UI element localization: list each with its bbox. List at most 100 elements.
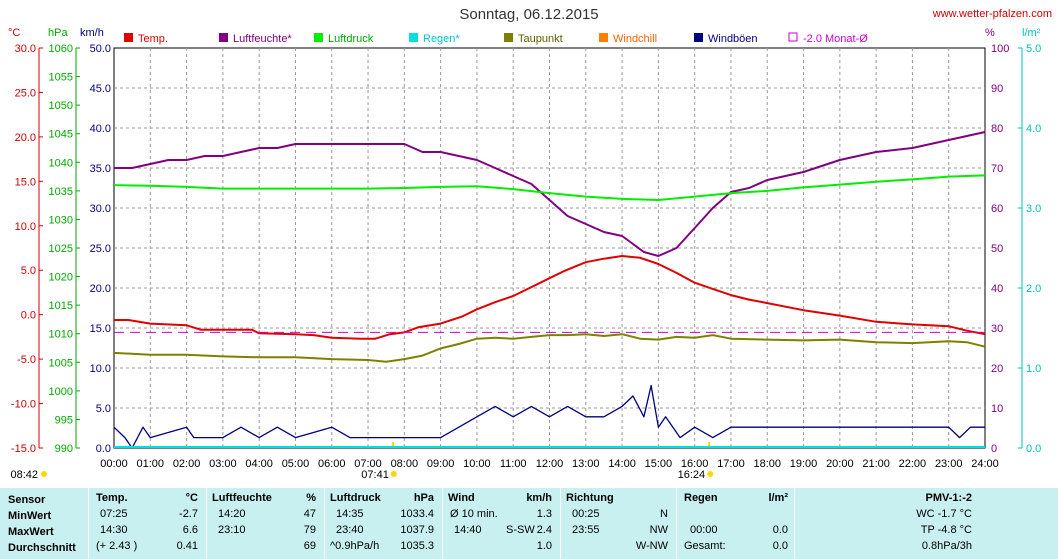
rain-r2-time: 00:00 <box>690 524 718 536</box>
temp-avg-value: 0.41 <box>176 540 198 552</box>
wind-tick-label: 50.0 <box>90 43 111 55</box>
rain-total-value: 0.0 <box>772 540 788 552</box>
series-line-luftdruck <box>113 174 986 201</box>
series-line-taupunkt <box>113 333 986 363</box>
website-link[interactable]: www.wetter-pfalzen.com <box>932 8 1052 20</box>
legend-swatch <box>694 33 703 42</box>
temp-unit-label: °C <box>8 27 20 39</box>
wind-tick-label: 10.0 <box>90 363 111 375</box>
temp-tick-label: -15.0 <box>11 443 36 455</box>
humidity-unit-label: % <box>985 27 995 39</box>
humidity-tick-label: 90 <box>991 83 1003 95</box>
humidity-max-time: 23:10 <box>218 524 246 536</box>
wind-tick-label: 45.0 <box>90 83 111 95</box>
time-tick-label: 03:00 <box>209 458 237 470</box>
time-tick-label: 20:00 <box>826 458 854 470</box>
pmv-column: PMV-1:-2 WC -1.7 °C TP -4.8 °C 0.8hPa/3h <box>796 488 1058 559</box>
sun-marker-label: 07:41 <box>361 469 389 481</box>
direction-title: Richtung <box>566 492 614 504</box>
legend-swatch <box>788 32 798 42</box>
legend-swatch <box>409 33 418 42</box>
time-tick-label: 06:00 <box>318 458 346 470</box>
pmv-dewpoint: TP -4.8 °C <box>920 524 972 536</box>
humidity-tick-label: 100 <box>991 43 1009 55</box>
humidity-tick-label: 70 <box>991 163 1003 175</box>
pressure-tick-label: 990 <box>55 443 73 455</box>
direction-r1-value: N <box>660 508 668 520</box>
pressure-tick-label: 1060 <box>49 43 73 55</box>
temp-max-time: 14:30 <box>100 524 128 536</box>
humidity-tick-label: 40 <box>991 283 1003 295</box>
wind-title: Wind <box>448 492 475 504</box>
direction-r2-time: 23:55 <box>572 524 600 536</box>
temp-tick-label: 15.0 <box>15 176 36 188</box>
divider <box>560 488 561 559</box>
time-tick-label: 19:00 <box>790 458 818 470</box>
time-tick-label: 12:00 <box>536 458 564 470</box>
wind-avg10-label: Ø 10 min. <box>450 508 498 520</box>
pressure-tick-label: 1050 <box>49 100 73 112</box>
wind-column: Wind km/h Ø 10 min. 1.3 14:40 S-SW 2.4 1… <box>444 488 558 559</box>
humidity-tick-label: 50 <box>991 243 1003 255</box>
wind-avg-value: 1.0 <box>536 540 552 552</box>
humidity-title: Luftfeuchte <box>212 492 272 504</box>
pmv-pressure-trend: 0.8hPa/3h <box>921 540 972 552</box>
rain-tick-label: 2.0 <box>1026 283 1041 295</box>
humidity-tick-label: 30 <box>991 323 1003 335</box>
pressure-min-value: 1033.4 <box>400 508 434 520</box>
humidity-tick-label: 80 <box>991 123 1003 135</box>
temp-min-value: -2.7 <box>179 508 198 520</box>
humidity-min-value: 47 <box>303 508 316 520</box>
pressure-tick-label: 995 <box>55 414 73 426</box>
sun-marker-icon <box>707 471 714 477</box>
wind-max-value: 2.4 <box>536 524 552 536</box>
pressure-tick-label: 1045 <box>49 129 73 141</box>
rain-column: Regen l/m² 00:00 0.0 Gesamt: 0.0 <box>678 488 792 559</box>
temp-tick-label: -5.0 <box>17 354 36 366</box>
rain-tick-label: 0.0 <box>1026 443 1041 455</box>
rain-unit: l/m² <box>768 492 788 504</box>
legend-swatch <box>314 33 323 42</box>
legend-swatch <box>219 33 228 42</box>
max-label: MaxWert <box>8 526 54 538</box>
wind-tick-label: 25.0 <box>90 243 111 255</box>
wind-tick-label: 30.0 <box>90 203 111 215</box>
time-tick-label: 04:00 <box>245 458 273 470</box>
time-tick-label: 22:00 <box>899 458 927 470</box>
wind-avg10-value: 1.3 <box>536 508 552 520</box>
rain-tick-label: 4.0 <box>1026 123 1041 135</box>
temp-unit: °C <box>185 492 198 504</box>
temp-column: Temp. °C 07:25 -2.7 14:30 6.6 (+ 2.43 ) … <box>92 488 204 559</box>
pressure-max-value: 1037.9 <box>400 524 434 536</box>
legend-label: Regen* <box>423 33 460 45</box>
pressure-tick-label: 1025 <box>49 243 73 255</box>
wind-tick-label: 40.0 <box>90 123 111 135</box>
min-label: MinWert <box>8 510 52 522</box>
time-tick-label: 10:00 <box>463 458 491 470</box>
pressure-tick-label: 1000 <box>49 386 73 398</box>
series-line-windb-en <box>113 384 985 449</box>
time-tick-label: 18:00 <box>753 458 781 470</box>
divider <box>88 488 89 559</box>
direction-r2-value: NW <box>649 524 668 536</box>
temp-avg-note: (+ 2.43 ) <box>96 540 138 552</box>
pmv-title: PMV-1:-2 <box>925 492 972 504</box>
humidity-tick-label: 20 <box>991 363 1003 375</box>
humidity-min-time: 14:20 <box>218 508 246 520</box>
time-tick-label: 00:00 <box>100 458 128 470</box>
time-tick-label: 01:00 <box>137 458 165 470</box>
direction-r1-time: 00:25 <box>572 508 600 520</box>
wind-tick-label: 20.0 <box>90 283 111 295</box>
sun-marker-label: 16:24 <box>678 469 706 481</box>
page-title: Sonntag, 06.12.2015 <box>459 6 599 23</box>
sensor-column: Sensor MinWert MaxWert Durchschnitt <box>0 488 92 559</box>
legend-label: Luftfeuchte* <box>233 33 292 45</box>
time-tick-label: 07:00 <box>354 458 382 470</box>
rain-tick-label: 1.0 <box>1026 363 1041 375</box>
series-line-temp <box>114 255 986 340</box>
temp-tick-label: 30.0 <box>15 43 36 55</box>
rain-tick-label: 3.0 <box>1026 203 1041 215</box>
direction-column: Richtung 00:25 N 23:55 NW W-NW <box>562 488 674 559</box>
weather-chart: 30.0 25.0 20.0 15.0 10.0 5.0 0.0 -5.0 -10.0 -15.0… <box>8 27 1041 481</box>
legend-swatch <box>124 33 133 42</box>
